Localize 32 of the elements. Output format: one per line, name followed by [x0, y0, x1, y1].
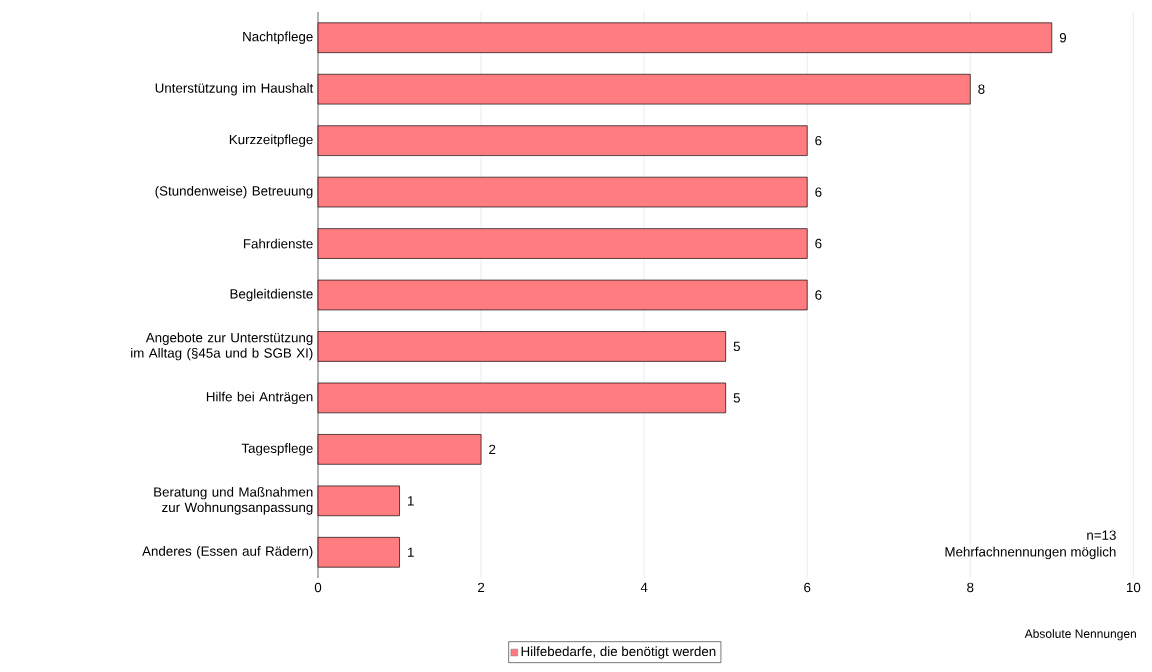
- y-tick-label: Begleitdienste: [230, 288, 313, 302]
- y-tick-label: Beratung und Maßnahmen zur Wohnungsanpassung: [154, 486, 313, 515]
- data-label: 8: [978, 84, 985, 94]
- data-label: 6: [815, 187, 822, 197]
- data-label: 5: [733, 393, 740, 403]
- x-tick-label: 6: [804, 582, 811, 593]
- y-tick-label: (Stundenweise) Betreuung: [155, 185, 313, 199]
- data-label: 6: [815, 290, 822, 300]
- y-tick-label: Anderes (Essen auf Rädern): [142, 546, 313, 559]
- data-label: 2: [489, 444, 496, 455]
- x-tick-label: 0: [314, 582, 322, 593]
- y-tick-label: Nachtpflege: [243, 31, 313, 44]
- data-label: 5: [733, 341, 740, 352]
- data-label: 1: [408, 496, 414, 506]
- y-tick-label: Angebote zur Unterstützung im Alltag (§45a und b SGB XI): [131, 332, 313, 361]
- y-tick-label: Hilfe bei Anträgen: [206, 391, 313, 405]
- annotation: Mehrfachnennungen möglich: [945, 546, 1116, 560]
- data-label: 6: [815, 135, 822, 146]
- x-tick-label: 8: [967, 582, 974, 593]
- annotation: n=13: [1087, 530, 1116, 540]
- data-label: 6: [815, 238, 822, 249]
- y-tick-label: Tagespflege: [241, 443, 313, 456]
- x-tick-label: 2: [478, 582, 485, 593]
- y-tick-label: Kurzzeitpflege: [229, 134, 313, 147]
- data-label: 1: [408, 547, 414, 557]
- legend-label: Hilfebedarfe, die benötigt werden: [521, 646, 716, 659]
- data-label: 9: [1059, 33, 1067, 43]
- x-tick-label: 4: [640, 582, 648, 592]
- x-axis-title: Absolute Nennungen: [1024, 629, 1136, 641]
- x-tick-label: 10: [1126, 582, 1141, 593]
- y-tick-label: Unterstützung im Haushalt: [155, 82, 314, 96]
- y-tick-label: Fahrdienste: [243, 238, 313, 249]
